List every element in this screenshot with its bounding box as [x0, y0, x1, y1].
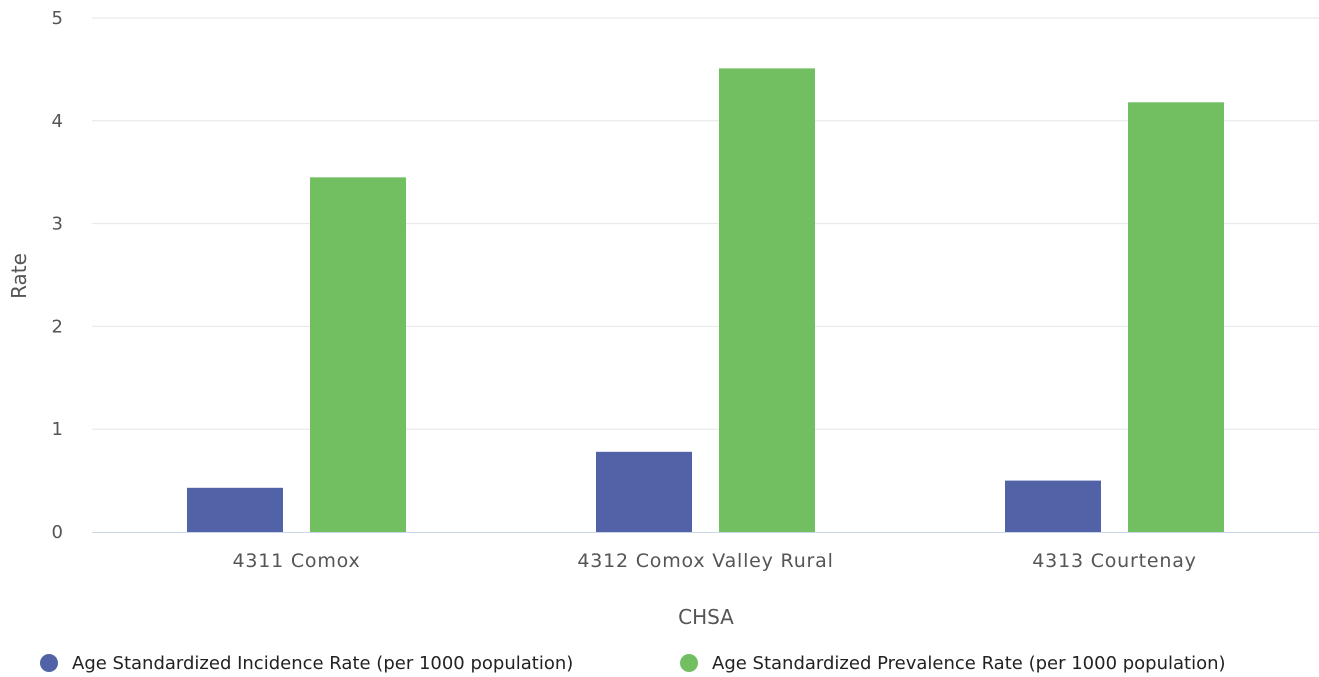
gridlines	[92, 17, 1319, 430]
bar-incidence-2[interactable]	[1005, 480, 1101, 532]
legend-item-label[interactable]: Age Standardized Prevalence Rate (per 10…	[712, 653, 1226, 674]
x-axis-ticks: 4311 Comox 4312 Comox Valley Rural 4313 Co…	[232, 550, 1196, 572]
x-axis-title: CHSA	[678, 605, 734, 629]
bar-incidence-0[interactable]	[187, 487, 283, 532]
bars	[187, 68, 1224, 533]
bar-prevalence-2[interactable]	[1128, 102, 1224, 533]
x-tick-label: 4313 Courtenay	[1032, 550, 1196, 572]
legend-marker[interactable]	[40, 654, 58, 672]
x-tick-label: 4311 Comox	[232, 550, 360, 572]
y-axis-title: Rate	[7, 253, 31, 299]
y-tick-label: 4	[52, 111, 63, 132]
bar-prevalence-0[interactable]	[310, 177, 406, 532]
y-tick-label: 1	[52, 419, 63, 440]
y-tick-label: 3	[52, 214, 63, 235]
y-tick-label: 5	[52, 8, 63, 29]
legend-item-label[interactable]: Age Standardized Incidence Rate (per 100…	[72, 653, 573, 674]
y-axis-ticks: 0 1 2 3 4 5	[52, 8, 63, 543]
y-tick-label: 0	[52, 522, 63, 543]
bar-incidence-1[interactable]	[596, 451, 692, 532]
y-tick-label: 2	[52, 316, 63, 337]
legend: Age Standardized Incidence Rate (per 100…	[40, 653, 1226, 674]
legend-marker[interactable]	[680, 654, 698, 672]
bar-prevalence-1[interactable]	[719, 68, 815, 532]
x-tick-label: 4312 Comox Valley Rural	[577, 550, 833, 572]
